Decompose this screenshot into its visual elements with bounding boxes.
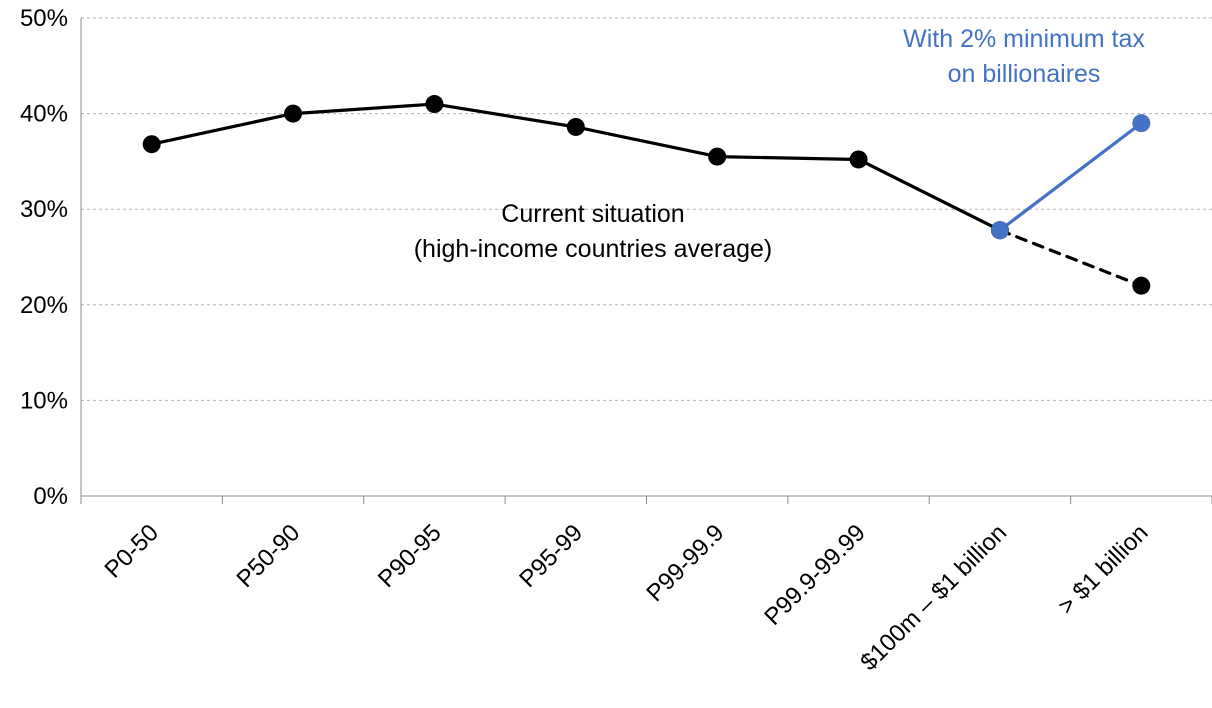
- x-tick-label: P90-95: [373, 519, 447, 593]
- annotation-tax-line-1: With 2% minimum tax: [903, 25, 1145, 53]
- series: [142, 95, 1151, 295]
- data-point-with_tax: [1132, 114, 1151, 133]
- x-tick-label: $100m – $1 billion: [855, 519, 1012, 676]
- data-point-current: [425, 95, 444, 114]
- x-tick-label: P99-99.9: [641, 519, 729, 607]
- series-line-current_extension: [998, 228, 1143, 288]
- data-point-current: [849, 150, 868, 169]
- y-tick-label: 50%: [20, 5, 68, 32]
- data-point-with_tax: [990, 221, 1009, 240]
- x-tick-labels: P0-50 P50-90 P90-95 P95-99 P99-99.9 P99.9-99.…: [100, 519, 1154, 676]
- annotations: Current situation (high-income countries…: [414, 25, 1146, 263]
- y-tick-label: 0%: [33, 483, 68, 510]
- x-tick-label: P0-50: [100, 519, 164, 583]
- annotation-current-line-1: Current situation: [501, 200, 684, 228]
- x-tick-label: P99.9-99.99: [759, 519, 871, 631]
- annotation-current-line-2: (high-income countries average): [414, 235, 773, 263]
- axes: [80, 18, 1212, 504]
- data-point-current_extension: [1132, 276, 1151, 295]
- y-tick-labels: 0% 10% 20% 30% 40% 50%: [20, 5, 68, 510]
- x-tick-label: P50-90: [231, 519, 305, 593]
- data-point-current: [142, 135, 161, 154]
- data-point-current: [566, 117, 585, 136]
- y-tick-label: 20%: [20, 292, 68, 319]
- data-point-current: [284, 104, 303, 123]
- y-tick-label: 10%: [20, 387, 68, 414]
- series-line-with_tax: [998, 121, 1143, 232]
- y-tick-label: 40%: [20, 101, 68, 128]
- data-point-current: [708, 147, 727, 166]
- x-tick-label: P95-99: [514, 519, 588, 593]
- gridlines: [81, 17, 1212, 401]
- annotation-tax-line-2: on billionaires: [948, 60, 1101, 88]
- y-tick-label: 30%: [20, 196, 68, 223]
- x-tick-label: > $1 billion: [1053, 519, 1154, 620]
